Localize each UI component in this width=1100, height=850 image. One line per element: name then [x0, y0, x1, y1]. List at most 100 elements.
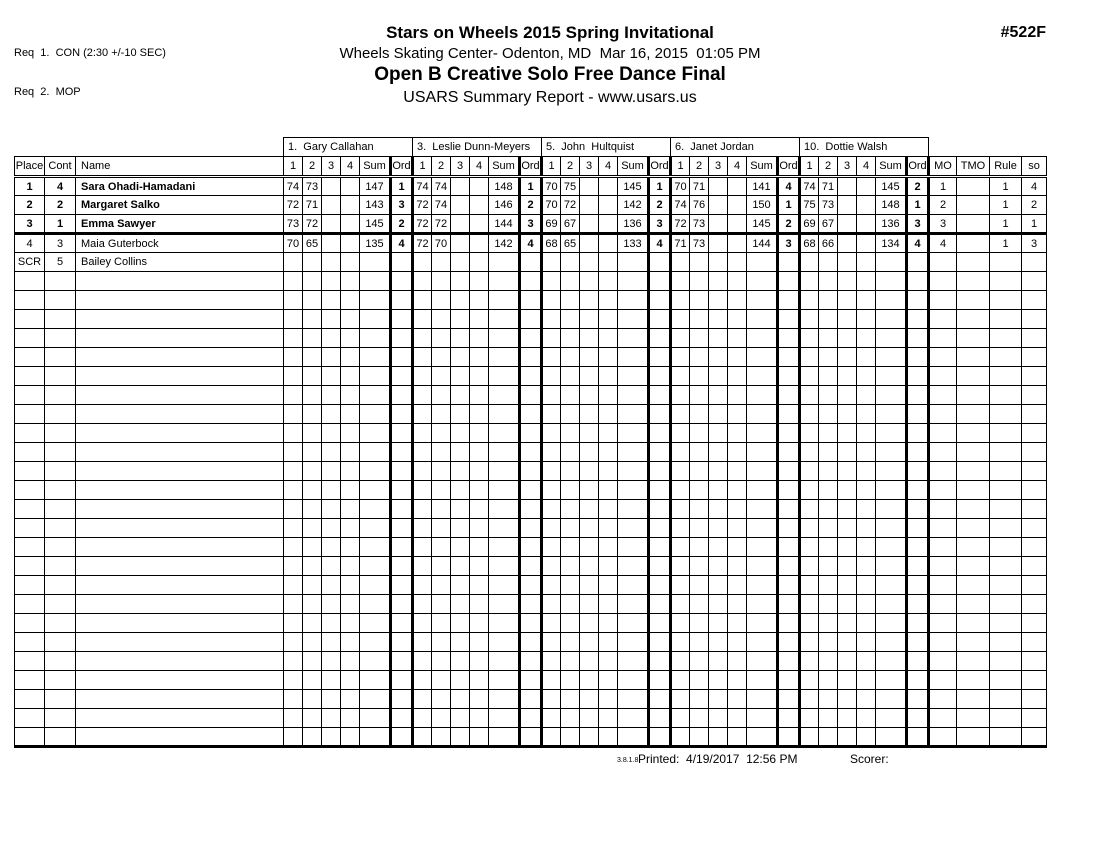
- ordinal-cell: [389, 651, 414, 671]
- score-cell: 72: [670, 214, 690, 235]
- skater-name-cell: Maia Guterbock: [75, 233, 284, 253]
- score-cell: [340, 423, 360, 443]
- score-cell: [579, 689, 599, 709]
- mo-cell: [928, 594, 957, 614]
- score-cell: 68: [799, 233, 819, 253]
- sum-cell: 148: [488, 176, 520, 196]
- skater-name-cell: [75, 556, 284, 576]
- score-cell: [450, 214, 470, 235]
- column-header-row: Place Cont Name 1 2 3 4 Sum Ord 1 2 3 4 Sum Ord 1 2 3 4 Sum…: [14, 156, 1047, 178]
- ordinal-cell: [776, 480, 801, 500]
- score-cell: [283, 480, 303, 500]
- score-cell: [837, 233, 857, 253]
- score-cell: [670, 594, 690, 614]
- score-cell: [431, 689, 451, 709]
- score-cell: [670, 613, 690, 633]
- sum-cell: [746, 328, 778, 348]
- ordinal-cell: [905, 556, 930, 576]
- score-cell: [670, 290, 690, 310]
- rule-cell: [989, 518, 1022, 538]
- place-cell: 4: [14, 233, 45, 253]
- skater-name-cell: [75, 689, 284, 709]
- score-cell: [818, 518, 838, 538]
- contestant-number-cell: [44, 309, 76, 329]
- rule-cell: [989, 442, 1022, 462]
- contestant-number-cell: [44, 651, 76, 671]
- column-header-judge2-ord: Ord: [518, 156, 543, 178]
- score-cell: [541, 385, 561, 405]
- skater-name-cell: Margaret Salko: [75, 195, 284, 215]
- ordinal-cell: [389, 328, 414, 348]
- skater-name-cell: [75, 632, 284, 652]
- score-cell: [670, 442, 690, 462]
- sum-cell: [359, 328, 391, 348]
- sum-cell: [746, 670, 778, 690]
- score-cell: [856, 651, 876, 671]
- rule-cell: [989, 575, 1022, 595]
- empty-row: [14, 366, 1047, 386]
- score-cell: [799, 689, 819, 709]
- score-cell: [818, 632, 838, 652]
- ordinal-cell: [905, 328, 930, 348]
- score-cell: [708, 651, 728, 671]
- sum-cell: [617, 594, 649, 614]
- score-cell: 72: [412, 195, 432, 215]
- table-row: 2 2 Margaret Salko 72 71 143 3 72 74 146 2 70 72 142 2…: [14, 195, 1047, 215]
- empty-row: [14, 461, 1047, 481]
- so-cell: [1021, 537, 1047, 557]
- ordinal-cell: [776, 651, 801, 671]
- score-cell: [837, 689, 857, 709]
- sum-cell: [875, 309, 907, 329]
- contestant-number-cell: [44, 480, 76, 500]
- sum-cell: [617, 480, 649, 500]
- score-cell: [818, 385, 838, 405]
- score-cell: [412, 727, 432, 748]
- ordinal-cell: [518, 423, 543, 443]
- place-cell: SCR: [14, 252, 45, 272]
- score-cell: [818, 366, 838, 386]
- skater-name-cell: [75, 366, 284, 386]
- so-cell: [1021, 309, 1047, 329]
- score-cell: [670, 632, 690, 652]
- score-cell: [340, 385, 360, 405]
- so-cell: [1021, 518, 1047, 538]
- score-cell: [727, 290, 747, 310]
- score-cell: [450, 461, 470, 481]
- tmo-cell: [956, 499, 990, 519]
- column-header-judge4-sum: Sum: [746, 156, 778, 178]
- column-header-judge3-ord: Ord: [647, 156, 672, 178]
- ordinal-cell: [647, 575, 672, 595]
- score-cell: [469, 347, 489, 367]
- ordinal-cell: [905, 404, 930, 424]
- ordinal-cell: [647, 537, 672, 557]
- score-cell: [579, 518, 599, 538]
- ordinal-cell: [647, 366, 672, 386]
- score-cell: [302, 366, 322, 386]
- score-cell: [856, 423, 876, 443]
- score-cell: [412, 442, 432, 462]
- score-cell: 70: [283, 233, 303, 253]
- so-cell: [1021, 423, 1047, 443]
- contestant-number-cell: [44, 271, 76, 291]
- score-cell: [541, 461, 561, 481]
- ordinal-cell: [905, 252, 930, 272]
- score-cell: [541, 556, 561, 576]
- sum-cell: [875, 537, 907, 557]
- ordinal-cell: 1: [518, 176, 543, 196]
- score-cell: [818, 423, 838, 443]
- score-cell: [302, 385, 322, 405]
- tmo-cell: [956, 689, 990, 709]
- ordinal-cell: [776, 499, 801, 519]
- sum-cell: [875, 404, 907, 424]
- column-header-judge2-2: 2: [431, 156, 451, 178]
- score-cell: [689, 689, 709, 709]
- rule-cell: 1: [989, 214, 1022, 235]
- score-cell: [321, 632, 341, 652]
- ordinal-cell: [905, 727, 930, 748]
- ordinal-cell: 4: [905, 233, 930, 253]
- ordinal-cell: 4: [518, 233, 543, 253]
- score-cell: [818, 271, 838, 291]
- score-cell: [450, 347, 470, 367]
- empty-row: [14, 594, 1047, 614]
- contestant-number-cell: 3: [44, 233, 76, 253]
